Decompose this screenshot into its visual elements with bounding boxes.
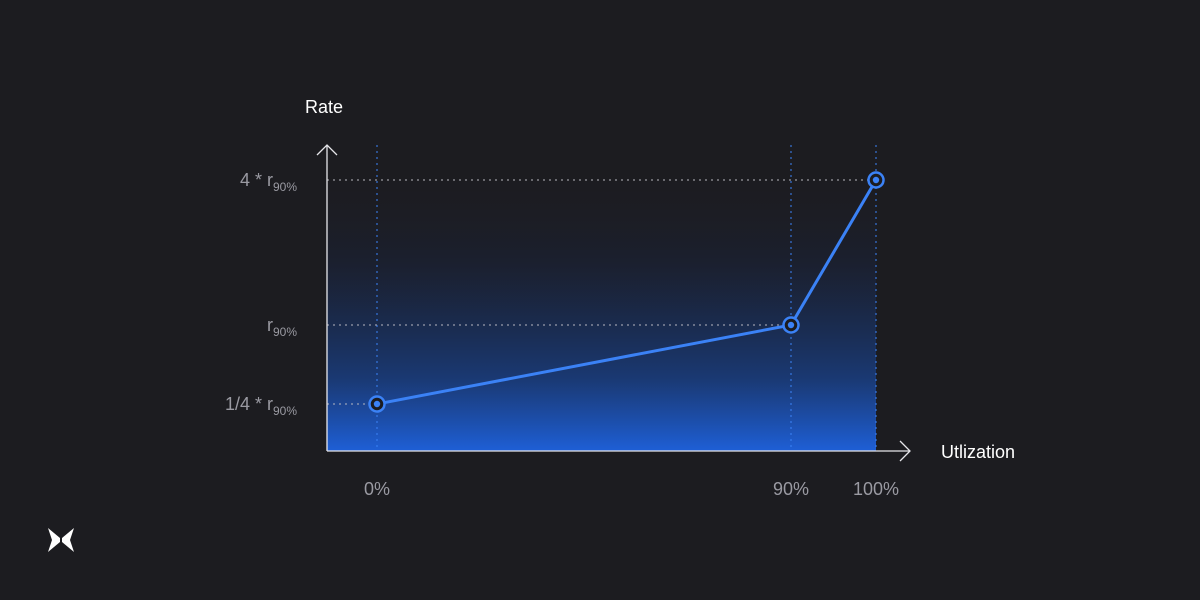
x-tick-label: 90%: [773, 479, 809, 499]
y-tick-main: r: [267, 315, 273, 335]
y-tick-main: 1/4 * r: [225, 394, 273, 414]
data-point-dot: [872, 176, 880, 184]
data-point-dot: [373, 400, 381, 408]
y-axis-arrow: [316, 144, 338, 156]
y-tick-main: 4 * r: [240, 170, 273, 190]
data-point: [368, 395, 386, 413]
y-tick-subscript: 90%: [273, 404, 297, 418]
data-point: [782, 316, 800, 334]
area-fill: [327, 160, 876, 451]
y-tick-subscript: 90%: [273, 180, 297, 194]
x-tick-label: 0%: [364, 479, 390, 499]
y-axis-title: Rate: [305, 97, 343, 117]
y-tick-label: 4 * r90%: [240, 170, 297, 194]
butterfly-logo-icon: [48, 528, 74, 552]
y-tick-label: r90%: [267, 315, 297, 339]
x-axis-title: Utlization: [941, 442, 1015, 462]
data-point: [867, 171, 885, 189]
y-tick-label: 1/4 * r90%: [225, 394, 297, 418]
data-point-dot: [787, 321, 795, 329]
x-tick-label: 100%: [853, 479, 899, 499]
x-axis-arrow: [899, 440, 911, 462]
y-tick-subscript: 90%: [273, 325, 297, 339]
